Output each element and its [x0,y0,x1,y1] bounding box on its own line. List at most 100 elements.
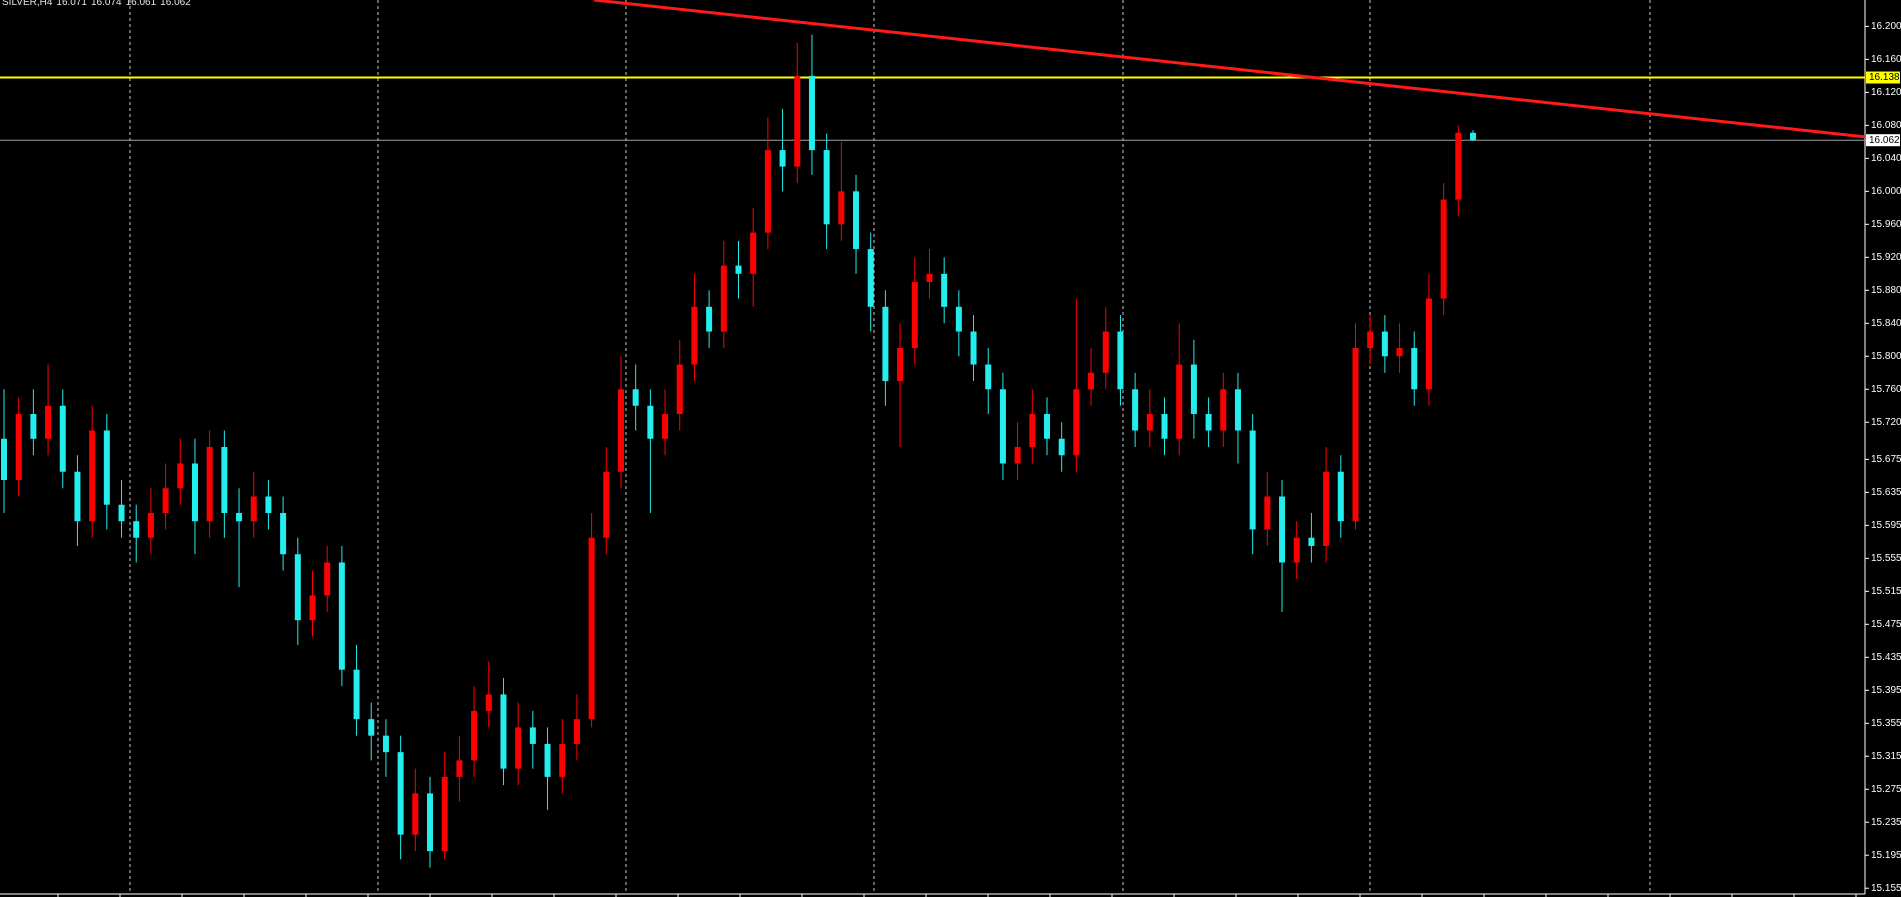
candle-body [617,389,624,472]
candle-body [382,735,389,753]
candle-body [353,669,360,720]
candle-body [280,512,287,555]
candle-body [808,75,815,151]
candle-body [74,471,81,522]
candle-body [162,488,169,513]
y-tick-label: 15.840 [1871,318,1901,329]
candle-body [1088,372,1095,390]
y-tick-label: 16.000 [1871,186,1901,197]
candle-body [59,405,66,472]
candle-body [735,265,742,274]
candle-body [338,562,345,670]
candle-body [427,793,434,852]
candle-body [1455,132,1462,200]
candle-body [1367,331,1374,349]
candle-body [1396,348,1403,357]
y-tick-label: 15.760 [1871,384,1901,395]
candle-body [544,743,551,777]
candle-body [882,306,889,382]
candle-body [1190,364,1197,415]
candle-body [691,306,698,365]
candle-body [985,364,992,390]
candle-body [133,521,140,538]
candle-body [529,727,536,744]
candle-body [500,694,507,769]
y-tick-label: 15.720 [1871,417,1901,428]
price-level-label-box [1866,134,1900,147]
candle-body [911,282,918,349]
candle-body [1176,364,1183,439]
candle-body [794,75,801,167]
y-tick-label: 15.675 [1871,454,1901,465]
y-tick-label: 15.235 [1871,817,1901,828]
y-tick-label: 16.040 [1871,153,1901,164]
candle-body [236,512,243,522]
candle-body [1058,438,1065,456]
y-tick-label: 16.120 [1871,87,1901,98]
candle-body [1411,348,1418,390]
candle-body [853,191,860,250]
candle-body [118,504,125,522]
candle-body [573,719,580,744]
candle-body [177,463,184,489]
y-tick-label: 15.800 [1871,351,1901,362]
candle-body [838,191,845,225]
candle-body [1146,414,1153,431]
candle-body [15,414,22,480]
candle-body [309,595,316,621]
candle-body [779,150,786,167]
y-tick-label: 15.355 [1871,718,1901,729]
candle-body [412,793,419,835]
candle-body [867,249,874,307]
y-tick-label: 15.315 [1871,751,1901,762]
candle-body [471,710,478,761]
candle-body [1279,496,1286,563]
high: 16.074 [90,0,122,8]
candle-body [1440,199,1447,299]
chart-header: SILVER,H4 16.071 16.074 16.061 16.062 [2,0,195,8]
candle-body [970,331,977,365]
candle-body [1,438,7,480]
candle-body [103,430,110,505]
candle-body [897,348,904,382]
y-tick-label: 15.155 [1871,883,1901,894]
candle-body [632,389,639,406]
close: 16.062 [160,0,191,8]
candle-body [1234,389,1241,431]
y-tick-label: 16.160 [1871,54,1901,65]
candle-body [30,414,37,439]
candle-body [926,273,933,283]
candle-body [485,694,492,711]
price-level-label-box [1866,71,1900,84]
y-tick-label: 15.960 [1871,219,1901,230]
y-tick-label: 15.515 [1871,586,1901,597]
candle-body [191,463,198,522]
candle-body [1337,471,1344,522]
candle-body [45,405,52,439]
candle-body [750,232,757,274]
candle-body [1043,414,1050,439]
candle-body [588,537,595,720]
candle-body [559,743,566,777]
candle-body [1381,331,1388,357]
candle-body [941,273,948,307]
candle-body [368,719,375,736]
y-tick-label: 15.435 [1871,652,1901,663]
candle-body [1293,537,1300,563]
candle-body [1014,447,1021,464]
candle-body [456,760,463,777]
candle-body [1425,298,1432,390]
candle-body [764,150,771,233]
open: 16.071 [56,0,87,8]
candle-body [955,306,962,332]
candle-body [720,265,727,332]
y-tick-label: 15.635 [1871,487,1901,498]
y-tick-label: 15.195 [1871,850,1901,861]
candle-body [1029,414,1036,447]
candle-body [1161,414,1168,439]
y-tick-label: 15.475 [1871,619,1901,630]
y-tick-label: 15.920 [1871,252,1901,263]
